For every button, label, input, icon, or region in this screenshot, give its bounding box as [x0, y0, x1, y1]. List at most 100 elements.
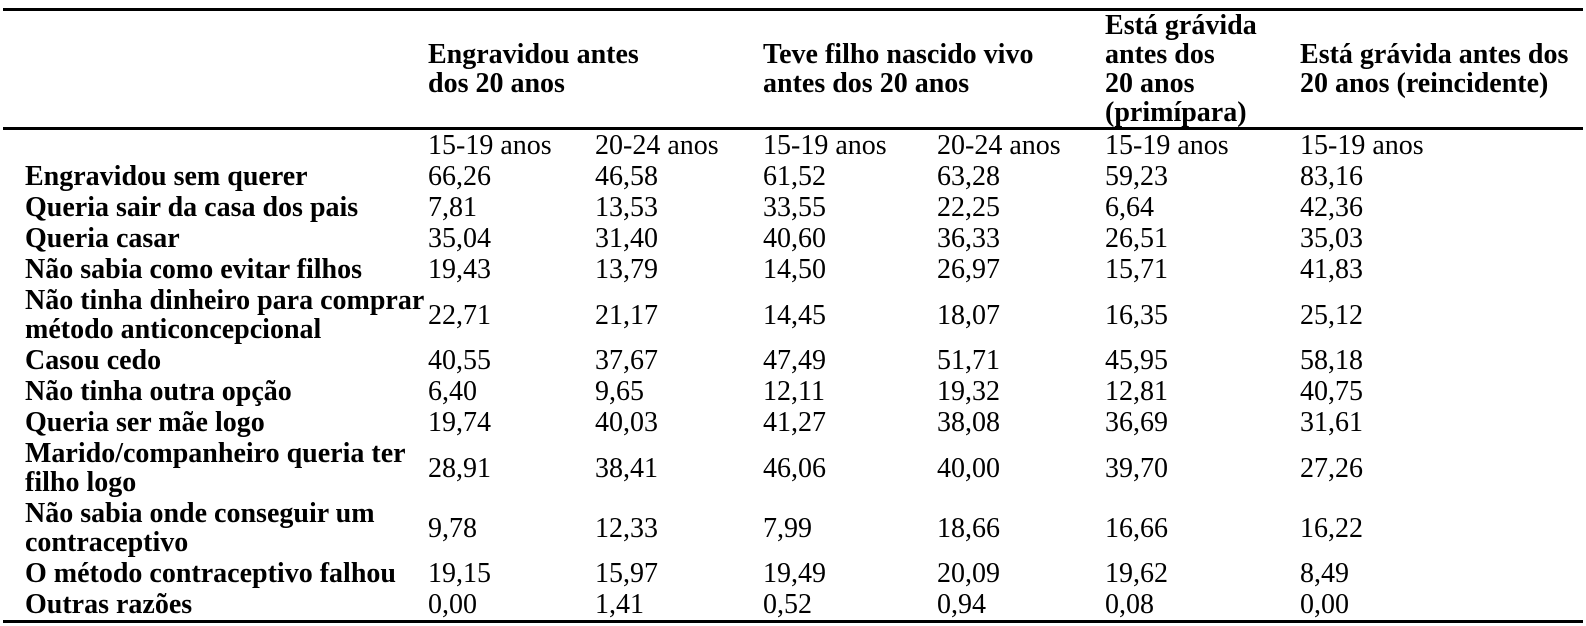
- value-cell: 12,81: [1105, 376, 1169, 407]
- value-cell: 42,36: [1300, 192, 1364, 223]
- table-row: O método contraceptivo falhou 19,15 15,97 1…: [3, 558, 1583, 589]
- value-cell: 19,43: [428, 254, 491, 285]
- value-cell: 46,58: [595, 161, 658, 192]
- value-cell: 35,04: [428, 223, 491, 254]
- value-cell: 18,66: [937, 512, 1001, 544]
- table-row: Não tinha dinheiro para comprar método a…: [3, 285, 1583, 345]
- value-cell: 40,03: [595, 407, 658, 438]
- age-subheader: 20-24 anos: [595, 130, 719, 161]
- value-cell: 16,35: [1105, 299, 1169, 331]
- reason-label: Queria sair da casa dos pais: [25, 192, 359, 223]
- value-cell: 26,51: [1105, 223, 1169, 254]
- value-cell: 13,53: [595, 192, 658, 223]
- value-cell: 35,03: [1300, 223, 1364, 254]
- value-cell: 40,00: [937, 452, 1001, 484]
- value-cell: 21,17: [595, 299, 658, 331]
- value-cell: 40,75: [1300, 376, 1364, 407]
- value-cell: 0,00: [1300, 589, 1350, 620]
- table-row: Marido/companheiro queria ter filho logo…: [3, 438, 1583, 498]
- reason-label: Marido/companheiro queria ter filho logo: [25, 438, 406, 498]
- value-cell: 16,22: [1300, 512, 1364, 544]
- value-cell: 31,61: [1300, 407, 1364, 438]
- age-subheader: 15-19 anos: [428, 130, 552, 161]
- reason-label: Outras razões: [25, 589, 193, 620]
- value-cell: 16,66: [1105, 512, 1169, 544]
- corner-cell: [3, 10, 428, 129]
- value-cell: 19,32: [937, 376, 1001, 407]
- value-cell: 19,15: [428, 558, 491, 589]
- value-cell: 9,78: [428, 512, 477, 544]
- value-cell: 0,08: [1105, 589, 1155, 620]
- value-cell: 12,11: [763, 376, 825, 407]
- value-cell: 20,09: [937, 558, 1001, 589]
- age-subheader: 15-19 anos: [763, 130, 887, 161]
- reason-label: Casou cedo: [25, 345, 162, 376]
- value-cell: 6,40: [428, 376, 477, 407]
- reason-label: Queria ser mãe logo: [25, 407, 265, 438]
- value-cell: 13,79: [595, 254, 658, 285]
- value-cell: 31,40: [595, 223, 658, 254]
- value-cell: 39,70: [1105, 452, 1169, 484]
- reason-label: Engravidou sem querer: [25, 161, 308, 192]
- group-header-row: Engravidou antes dos 20 anos Teve filho …: [3, 10, 1584, 129]
- value-cell: 14,45: [763, 299, 827, 331]
- value-cell: 1,41: [595, 589, 644, 620]
- value-cell: 14,50: [763, 254, 827, 285]
- value-cell: 51,71: [937, 345, 1001, 376]
- reason-label: Não sabia onde conseguir um contraceptiv…: [25, 498, 375, 558]
- value-cell: 40,55: [428, 345, 491, 376]
- table-row: Queria casar 35,04 31,40 40,60 36,33 26,51 35,…: [3, 223, 1583, 254]
- group-header-teve-filho: Teve filho nascido vivo antes dos 20 ano…: [763, 39, 1034, 99]
- value-cell: 37,67: [595, 345, 658, 376]
- value-cell: 0,00: [428, 589, 477, 620]
- table-row: Outras razões 0,00 1,41 0,52 0,94 0,08 0,00: [3, 589, 1583, 622]
- value-cell: 36,33: [937, 223, 1001, 254]
- table-row: Não sabia como evitar filhos 19,43 13,79 14…: [3, 254, 1583, 285]
- reasons-table: Engravidou antes dos 20 anos Teve filho …: [3, 8, 1584, 623]
- paper-page: Engravidou antes dos 20 anos Teve filho …: [0, 8, 1586, 626]
- value-cell: 38,41: [595, 452, 658, 484]
- reason-label: Não tinha dinheiro para comprar método a…: [25, 285, 425, 345]
- value-cell: 45,95: [1105, 345, 1169, 376]
- reason-label: O método contraceptivo falhou: [25, 558, 396, 589]
- age-subheader: 15-19 anos: [1105, 130, 1229, 161]
- value-cell: 0,94: [937, 589, 987, 620]
- value-cell: 6,64: [1105, 192, 1155, 223]
- value-cell: 58,18: [1300, 345, 1364, 376]
- value-cell: 19,74: [428, 407, 491, 438]
- value-cell: 27,26: [1300, 452, 1364, 484]
- value-cell: 66,26: [428, 161, 491, 192]
- value-cell: 19,49: [763, 558, 827, 589]
- table-row: Não sabia onde conseguir um contraceptiv…: [3, 498, 1583, 558]
- value-cell: 22,71: [428, 299, 491, 331]
- value-cell: 8,49: [1300, 558, 1350, 589]
- value-cell: 25,12: [1300, 299, 1364, 331]
- value-cell: 41,83: [1300, 254, 1364, 285]
- reason-label: Não tinha outra opção: [25, 376, 292, 407]
- value-cell: 40,60: [763, 223, 827, 254]
- value-cell: 47,49: [763, 345, 827, 376]
- table-row: Casou cedo 40,55 37,67 47,49 51,71 45,95 58,18: [3, 345, 1583, 376]
- value-cell: 83,16: [1300, 161, 1364, 192]
- value-cell: 28,91: [428, 452, 491, 484]
- value-cell: 19,62: [1105, 558, 1169, 589]
- value-cell: 26,97: [937, 254, 1001, 285]
- value-cell: 12,33: [595, 512, 658, 544]
- value-cell: 15,97: [595, 558, 658, 589]
- subheader-corner-cell: [3, 129, 428, 162]
- value-cell: 18,07: [937, 299, 1001, 331]
- value-cell: 38,08: [937, 407, 1001, 438]
- age-subheader-row: 15-19 anos 20-24 anos 15-19 anos 20-24 a…: [3, 129, 1583, 162]
- table-row: Não tinha outra opção 6,40 9,65 12,11 19,32 1…: [3, 376, 1583, 407]
- value-cell: 9,65: [595, 376, 644, 407]
- reason-label: Não sabia como evitar filhos: [25, 254, 363, 285]
- table-row: Queria ser mãe logo 19,74 40,03 41,27 38,08 3…: [3, 407, 1583, 438]
- table-row: Engravidou sem querer 66,26 46,58 61,52 63,2…: [3, 161, 1583, 192]
- age-subheader: 15-19 anos: [1300, 130, 1424, 161]
- value-cell: 0,52: [763, 589, 813, 620]
- value-cell: 41,27: [763, 407, 827, 438]
- age-subheader: 20-24 anos: [937, 130, 1061, 161]
- group-header-gravida-reincidente: Está grávida antes dos 20 anos (reincide…: [1300, 39, 1569, 99]
- group-header-gravida-primipara: Está grávida antes dos 20 anos (primípar…: [1105, 10, 1257, 128]
- value-cell: 15,71: [1105, 254, 1169, 285]
